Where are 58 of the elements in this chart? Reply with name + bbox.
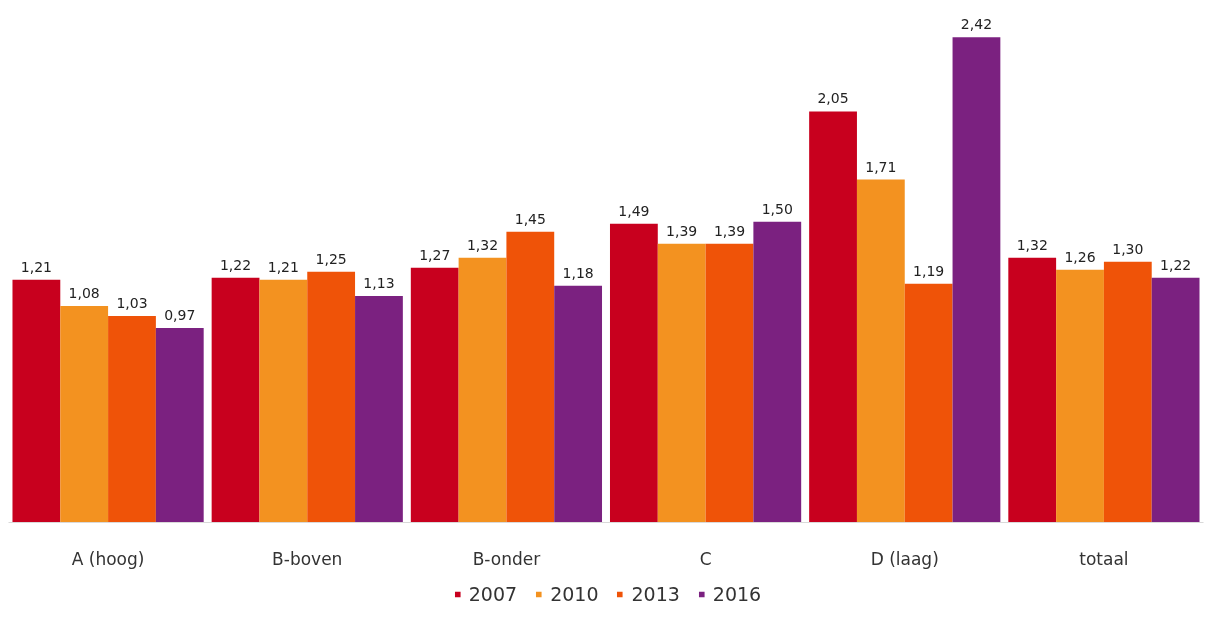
bar bbox=[657, 243, 706, 523]
data-label: 2,42 bbox=[960, 16, 993, 33]
data-label: 1,13 bbox=[363, 274, 395, 291]
x-tick-label: totaal bbox=[1079, 548, 1129, 569]
data-label: 1,39 bbox=[713, 222, 746, 239]
bar bbox=[60, 305, 109, 523]
data-label: 1,39 bbox=[666, 222, 698, 239]
bar bbox=[355, 295, 403, 523]
bar bbox=[1056, 269, 1104, 523]
bar bbox=[554, 285, 603, 523]
bar bbox=[753, 221, 802, 523]
data-label: 0,97 bbox=[164, 306, 196, 323]
x-tick-label: B-onder bbox=[472, 548, 541, 569]
data-label: 2,05 bbox=[817, 90, 849, 107]
data-label: 1,71 bbox=[865, 158, 897, 175]
data-label: 1,08 bbox=[68, 284, 100, 301]
bar bbox=[155, 327, 204, 523]
data-label: 1,45 bbox=[514, 210, 546, 227]
x-tick-label: D (laag) bbox=[870, 548, 939, 569]
bar bbox=[506, 231, 555, 523]
bar bbox=[1008, 257, 1057, 523]
data-label: 1,03 bbox=[116, 294, 148, 311]
bar bbox=[307, 271, 356, 523]
data-label: 1,21 bbox=[20, 258, 52, 275]
x-tick-label: C bbox=[699, 548, 712, 569]
data-label: 1,22 bbox=[1160, 256, 1192, 273]
bar bbox=[211, 277, 260, 523]
bar bbox=[12, 279, 61, 523]
bar bbox=[458, 257, 507, 523]
bar bbox=[609, 223, 658, 523]
data-label: 1,26 bbox=[1064, 248, 1096, 265]
bar bbox=[809, 111, 857, 523]
legend-label: 2007 bbox=[468, 583, 518, 605]
data-label: 1,32 bbox=[1016, 236, 1048, 253]
bar bbox=[1151, 277, 1200, 523]
bar bbox=[1103, 261, 1152, 523]
data-label: 1,18 bbox=[562, 264, 594, 281]
x-tick-label: A (hoog) bbox=[71, 548, 145, 569]
bar bbox=[952, 37, 1001, 523]
data-label: 1,19 bbox=[913, 262, 945, 279]
data-label: 1,21 bbox=[267, 258, 299, 275]
bar bbox=[705, 243, 754, 523]
bar bbox=[108, 315, 156, 523]
data-label: 1,50 bbox=[761, 200, 793, 217]
bar bbox=[259, 279, 308, 523]
data-label: 1,32 bbox=[466, 236, 499, 253]
data-label: 1,30 bbox=[1112, 240, 1144, 257]
legend-label: 2013 bbox=[631, 583, 680, 605]
data-label: 1,25 bbox=[315, 250, 347, 267]
data-label: 1,49 bbox=[618, 202, 650, 219]
bar bbox=[904, 283, 953, 523]
x-tick-label: B-boven bbox=[272, 548, 343, 569]
bar bbox=[410, 267, 459, 523]
bar bbox=[856, 179, 905, 523]
data-label: 1,27 bbox=[419, 246, 451, 263]
legend-label: 2010 bbox=[550, 583, 599, 605]
data-label: 1,22 bbox=[219, 256, 252, 273]
legend-label: 2016 bbox=[712, 583, 762, 605]
